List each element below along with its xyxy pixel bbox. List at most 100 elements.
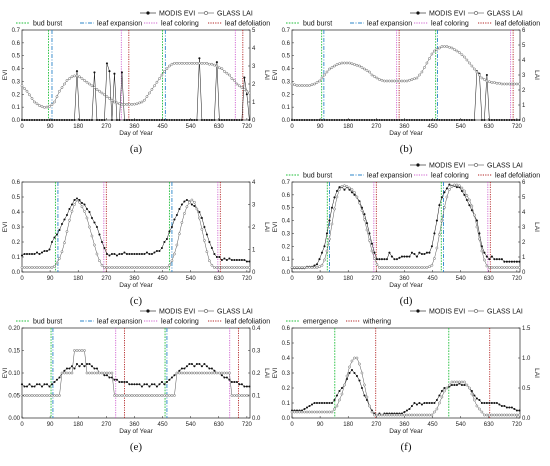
evi-point	[365, 222, 369, 225]
x-axis-label: Day of Year	[119, 130, 153, 137]
evi-series-line	[22, 58, 250, 121]
lai-point	[160, 266, 164, 269]
lai-point	[240, 394, 244, 397]
evi-point	[23, 118, 26, 122]
evi-point	[105, 62, 109, 65]
evi-point	[148, 385, 151, 388]
legend-evi-label: MODIS EVI	[429, 11, 465, 18]
evi-point	[478, 232, 481, 235]
evi-point	[33, 385, 36, 388]
panel-label: (f)	[401, 441, 412, 453]
x-axis-label: Day of Year	[119, 428, 153, 435]
evi-point	[503, 118, 506, 122]
evi-point	[388, 251, 391, 254]
evi-point	[205, 233, 208, 236]
lai-point	[375, 263, 379, 266]
lai-point	[40, 266, 44, 269]
panel-label: (d)	[400, 295, 413, 307]
evi-point	[60, 222, 64, 226]
legend-leaf-defoliation-label: leaf defoliation	[225, 21, 270, 28]
evi-point	[60, 118, 64, 122]
legend-evi-label: MODIS EVI	[159, 309, 195, 316]
legend-lai-label: GLASS LAI	[217, 11, 253, 18]
x-tick-label: 630	[484, 276, 495, 282]
evi-point	[80, 118, 84, 122]
lai-point	[378, 78, 381, 81]
lai-point	[183, 371, 186, 375]
evi-point	[85, 362, 89, 366]
lai-point	[210, 263, 214, 267]
evi-point	[73, 118, 76, 122]
evi-point	[113, 252, 116, 256]
lai-point	[460, 53, 464, 57]
y2-tick-label: 0	[522, 118, 526, 124]
evi-point	[103, 374, 106, 377]
lai-point	[25, 266, 29, 269]
evi-point	[140, 118, 143, 122]
legend-withering-label: withering	[362, 319, 391, 326]
lai-point	[70, 371, 74, 375]
lai-point	[165, 394, 169, 397]
lai-point	[113, 100, 116, 104]
lai-point	[120, 394, 124, 397]
lai-point	[118, 394, 121, 397]
lai-point	[468, 386, 471, 390]
lai-point	[140, 394, 144, 397]
lai-point	[490, 266, 494, 269]
evi-point	[120, 380, 123, 384]
evi-point	[158, 383, 161, 386]
lai-point	[468, 61, 471, 65]
lai-point	[143, 98, 146, 102]
evi-point	[448, 183, 451, 186]
y2-tick-label: 3	[522, 225, 526, 231]
lai-point	[165, 266, 169, 269]
lai-point	[345, 374, 349, 378]
lai-point	[420, 413, 424, 417]
evi-point	[330, 118, 334, 122]
evi-point	[398, 118, 401, 122]
lai-point	[195, 371, 199, 375]
lai-point	[438, 46, 441, 50]
lai-point	[328, 237, 331, 241]
evi-point	[515, 260, 518, 263]
lai-point	[213, 266, 216, 269]
evi-point	[95, 225, 99, 229]
evi-point	[440, 389, 443, 393]
legend-bud-burst-label: bud burst	[303, 173, 332, 180]
lai-point	[510, 82, 514, 86]
lai-point	[438, 401, 441, 405]
lai-point	[448, 188, 451, 191]
lai-point	[188, 61, 191, 65]
lai-point	[233, 79, 236, 82]
evi-point	[420, 403, 423, 406]
lai-point	[190, 371, 194, 375]
lai-point	[178, 61, 181, 65]
lai-point	[450, 380, 454, 384]
evi-point	[210, 246, 213, 250]
evi-point	[153, 118, 156, 122]
evi-point	[195, 362, 198, 366]
lai-point	[80, 205, 84, 209]
evi-point	[435, 118, 438, 122]
evi-point	[330, 206, 334, 209]
lai-point	[83, 79, 86, 82]
evi-point	[483, 401, 486, 405]
lai-point	[48, 105, 51, 108]
evi-point	[200, 216, 203, 220]
lai-point	[168, 263, 171, 267]
lai-point	[45, 105, 49, 109]
lai-point	[495, 81, 499, 85]
lai-point	[158, 266, 161, 269]
evi-point	[63, 218, 66, 221]
legend-evi-marker	[146, 11, 150, 15]
lai-point	[480, 410, 484, 414]
lai-point	[153, 84, 156, 88]
x-tick-label: 0	[290, 124, 294, 130]
lai-point	[28, 266, 31, 269]
evi-point	[50, 240, 54, 244]
lai-point	[73, 203, 76, 206]
evi-point	[33, 252, 36, 256]
evi-point	[170, 376, 173, 379]
lai-point	[468, 198, 471, 202]
x-tick-label: 720	[512, 276, 523, 282]
